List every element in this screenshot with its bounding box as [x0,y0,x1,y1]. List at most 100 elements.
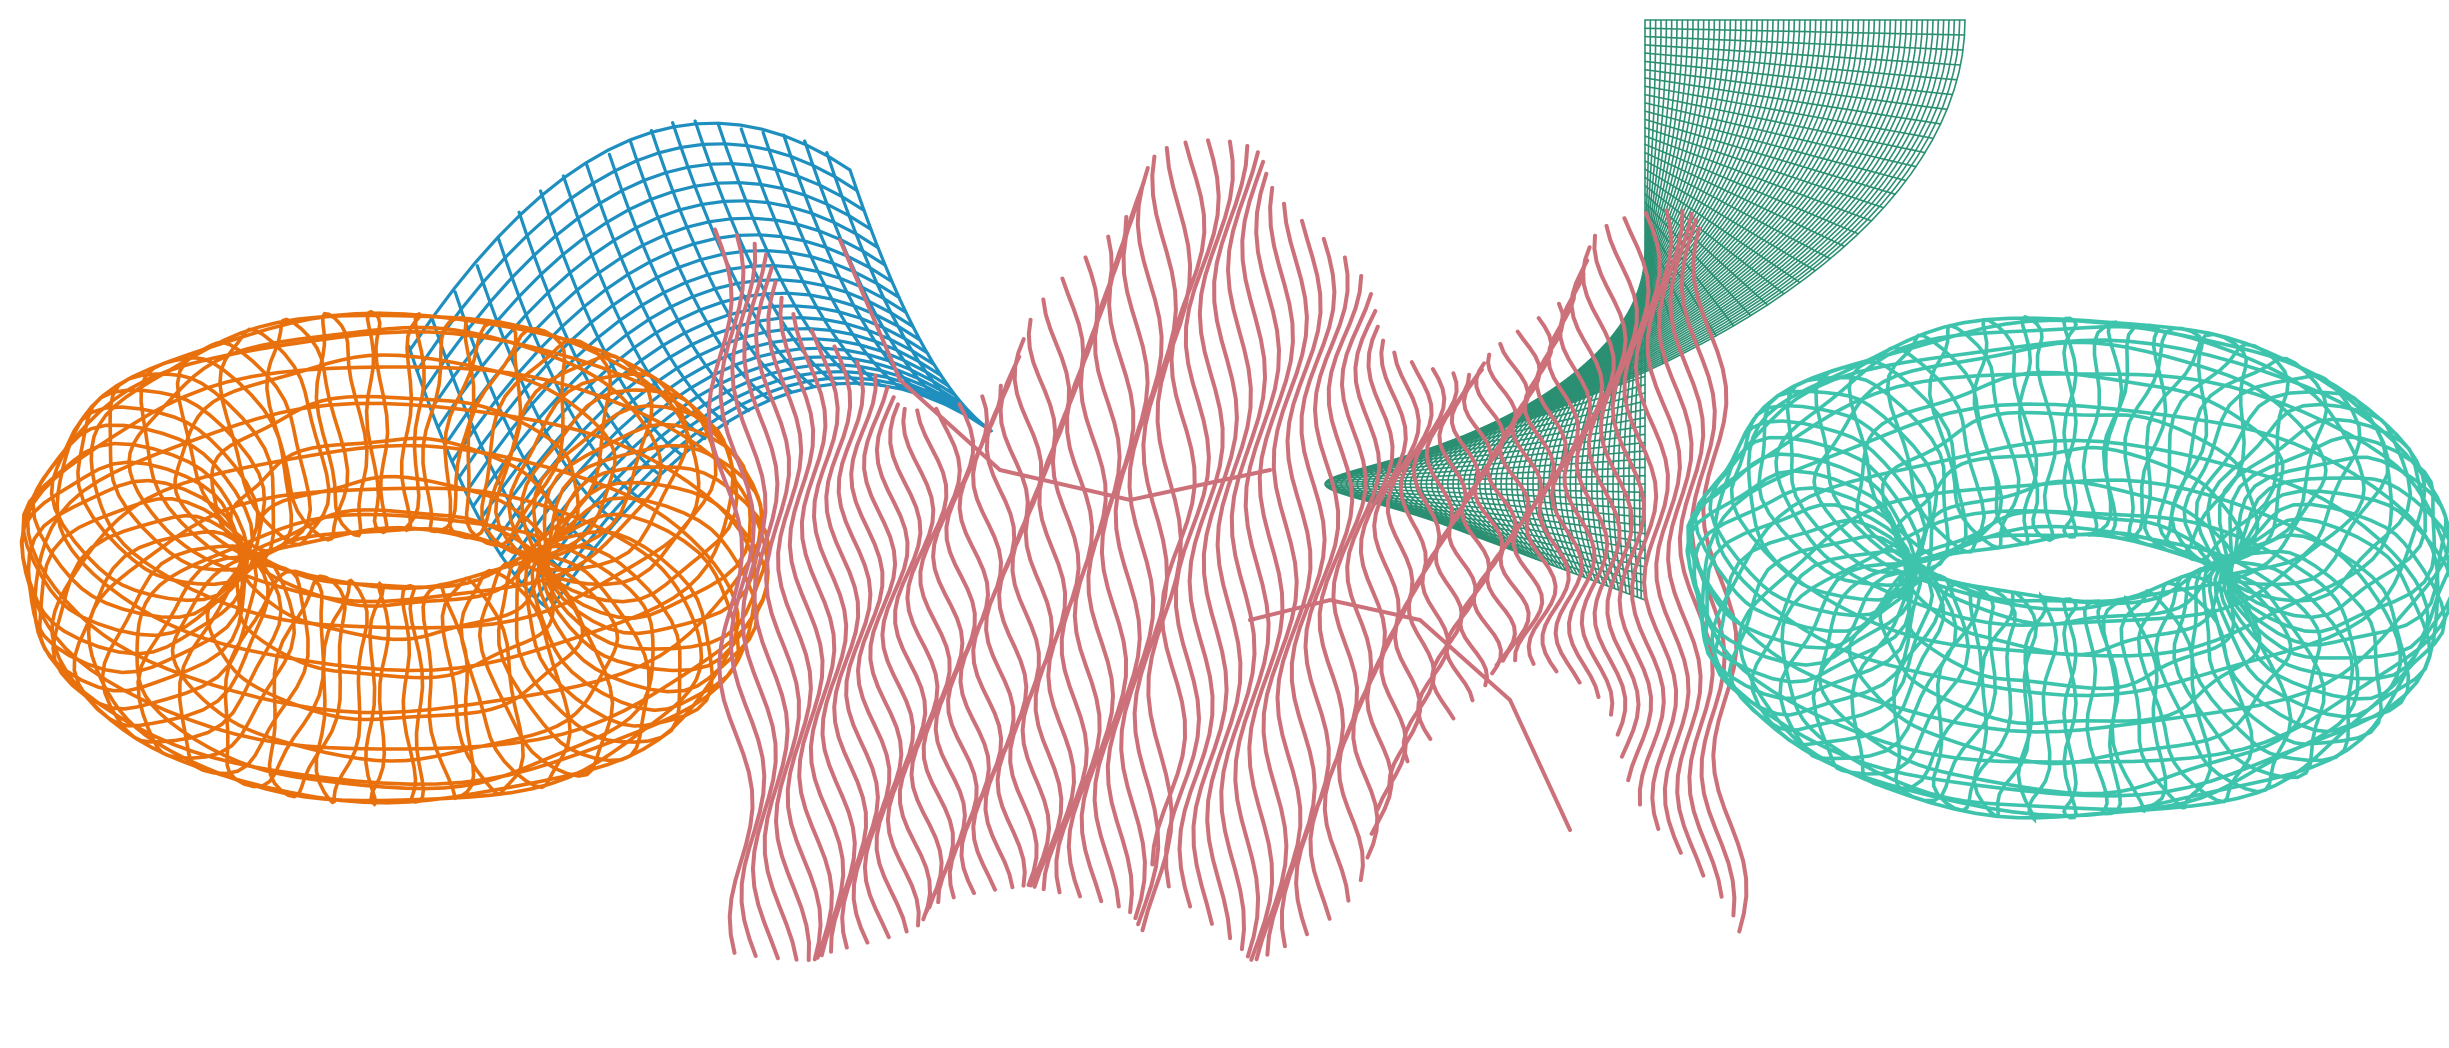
pink-saddle-wireframe [706,138,1749,962]
teal-torus-line-parallel [1818,524,2322,796]
pink-saddle-strand [1604,223,1654,783]
teal-torus-wireframe [1685,314,2449,824]
blue-saddle-line [422,161,866,392]
blue-saddle-line [443,216,887,447]
blue-saddle-line [485,304,929,535]
pink-saddle-strand [1351,324,1395,860]
blue-saddle-line [408,121,852,352]
pink-saddle-strand [915,408,955,910]
helicoid-line [1644,143,1859,235]
helicoid-line [1342,493,1646,535]
helicoid-line [1644,60,1954,96]
pink-saddle-strand [1569,258,1615,717]
pink-saddle-strand [754,265,812,962]
orange-torus-line-parallel [25,329,765,715]
helicoid-line [1644,110,1907,182]
helicoid-line [1324,484,1646,494]
blue-saddle-line [607,152,751,413]
helicoid-line [1644,135,1873,222]
pink-saddle-strand [1375,350,1421,812]
helicoid-line [1373,502,1646,568]
teal-torus-line-meridian [2082,599,2123,816]
pink-saddle-strand [1032,297,1072,889]
pink-saddle-strand [1645,208,1691,855]
orange-torus-line-parallel [127,325,663,604]
pink-saddle-strand [1430,372,1472,721]
pink-saddle-strand [1365,338,1408,836]
helicoid-line [1644,35,1964,51]
helicoid-line [1644,85,1935,140]
blue-saddle-wireframe [407,119,993,612]
pink-saddle-strand [901,406,944,916]
pink-saddle-strand [791,312,846,958]
pink-saddle-strand [931,406,967,905]
orange-torus-wireframe [19,309,771,807]
helicoid-line [1348,495,1646,543]
blue-saddle-line [499,326,943,558]
helicoid-line [1644,44,1962,66]
pink-saddle-strand [1322,292,1373,903]
helicoid-line [1364,499,1646,560]
teal-torus-line-parallel [1904,509,2236,691]
helicoid-line [1644,176,1801,284]
pink-saddle-strand [1247,185,1295,962]
teal-torus-line-parallel [1812,340,2328,612]
pink-saddle-strand [995,354,1030,888]
pink-saddle-strand [706,227,755,955]
pink-saddle-strand [1008,337,1044,887]
helicoid-line [1644,184,1785,295]
teal-torus-line-parallel [1738,478,2402,820]
pink-saddle-strand [1691,226,1749,934]
pink-saddle-strand [971,383,1004,892]
blue-saddle-line [520,355,964,586]
pink-saddle-strand [1164,138,1221,889]
pink-saddle-strand [1457,367,1494,688]
pink-saddle-strand [1558,272,1601,699]
orange-torus-line-parallel [32,401,758,787]
teal-torus-line-parallel [1880,410,2260,606]
helicoid-line [1644,201,1752,317]
pink-saddle-strand [1191,144,1250,926]
teal-torus-line-parallel [1847,532,2293,766]
blue-saddle-line [429,180,873,411]
blue-saddle-line [538,189,684,457]
pink-saddle-strand [1177,139,1235,909]
pink-saddle-strand [1581,245,1628,737]
helicoid-line [1644,126,1885,209]
pink-saddle-strand [1656,208,1706,878]
pink-saddle-strand [1668,211,1724,899]
blue-saddle-line [471,278,915,509]
orange-torus-line-meridian [364,580,391,807]
pink-saddle-strand [1092,196,1140,909]
teal-torus-line-parallel [1895,445,2245,627]
pink-saddle-strand [1633,211,1679,831]
helicoid-line [1644,77,1942,125]
pink-saddle-strand [1485,352,1518,668]
orange-torus-line-parallel [205,526,585,722]
pink-saddle-strand [1265,218,1323,957]
pink-saddle-strand [1546,287,1584,685]
pink-saddle-strand [849,373,892,940]
blue-saddle-line [492,315,936,547]
pink-saddle-strand [1219,159,1268,952]
helicoid-line [1644,168,1817,272]
teal-torus-line-meridian [2062,597,2078,820]
pink-saddle-strand [862,385,909,934]
helicoid-line [1417,514,1646,601]
pink-saddle-strand [888,402,933,922]
pink-saddle-strand [874,395,921,928]
blue-saddle-line [716,122,862,386]
teal-torus-line-parallel [1686,372,2449,764]
pink-saddle-rim [1248,597,1572,832]
helicoid-line [1644,93,1926,154]
blue-saddle-line [506,337,950,568]
helicoid-line [1644,160,1831,260]
pink-saddle-strand [1308,274,1364,921]
helicoid-line [1644,52,1958,81]
orange-torus-line-meridian [421,582,476,801]
orange-torus-line-parallel [235,508,555,680]
pink-saddle-strand [778,295,834,960]
teal-torus-line-parallel [1700,402,2440,798]
